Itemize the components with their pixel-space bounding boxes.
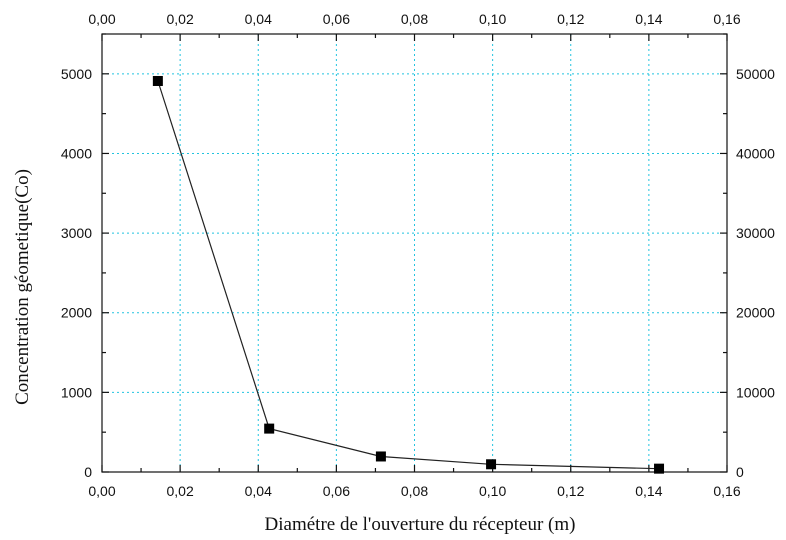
- series-line: [157, 80, 660, 470]
- x-axis-label: Diamétre de l'ouverture du récepteur (m): [265, 514, 576, 535]
- x-tick-label-top: 0,00: [88, 11, 115, 27]
- x-tick-label-bottom: 0,10: [479, 483, 506, 499]
- x-tick-label-top: 0,08: [401, 11, 428, 27]
- data-point: [375, 451, 386, 462]
- y2-tick-label-right: 20000: [736, 305, 775, 321]
- y-tick-label-left: 0: [84, 464, 92, 480]
- x-tick-label-bottom: 0,02: [167, 483, 194, 499]
- y-tick-label-left: 5000: [61, 66, 92, 82]
- data-point: [486, 459, 497, 470]
- y-tick-label-left: 2000: [61, 305, 92, 321]
- data-point: [654, 463, 665, 474]
- x-tick-label-top: 0,02: [167, 11, 194, 27]
- x-tick-label-top: 0,16: [713, 11, 740, 27]
- x-tick-label-bottom: 0,04: [245, 483, 272, 499]
- x-tick-label-top: 0,10: [479, 11, 506, 27]
- x-tick-label-top: 0,06: [323, 11, 350, 27]
- y-tick-label-left: 1000: [61, 384, 92, 400]
- series: [152, 75, 665, 474]
- y2-tick-label-right: 40000: [736, 145, 775, 161]
- x-tick-label-bottom: 0,08: [401, 483, 428, 499]
- x-tick-label-top: 0,14: [635, 11, 662, 27]
- y-tick-label-left: 4000: [61, 145, 92, 161]
- y-tick-label-left: 3000: [61, 225, 92, 241]
- y2-tick-label-right: 30000: [736, 225, 775, 241]
- x-tick-label-bottom: 0,16: [713, 483, 740, 499]
- x-tick-label-bottom: 0,14: [635, 483, 662, 499]
- grid: [102, 34, 727, 472]
- y2-tick-label-right: 0: [736, 464, 744, 480]
- x-tick-label-bottom: 0,06: [323, 483, 350, 499]
- axis-ticks: [101, 33, 728, 473]
- y2-tick-label-right: 10000: [736, 384, 775, 400]
- data-point: [264, 423, 275, 434]
- x-tick-label-top: 0,04: [245, 11, 272, 27]
- x-tick-label-top: 0,12: [557, 11, 584, 27]
- y2-tick-label-right: 50000: [736, 66, 775, 82]
- x-tick-label-bottom: 0,00: [88, 483, 115, 499]
- tick-labels: 0,00 0,00 0,02 0,02 0,04 0,04 0,06 0,06 0,08 0,08…: [61, 11, 775, 499]
- data-point: [152, 75, 163, 86]
- x-tick-label-bottom: 0,12: [557, 483, 584, 499]
- y-axis-label: Concentration géometique(Co): [12, 169, 33, 405]
